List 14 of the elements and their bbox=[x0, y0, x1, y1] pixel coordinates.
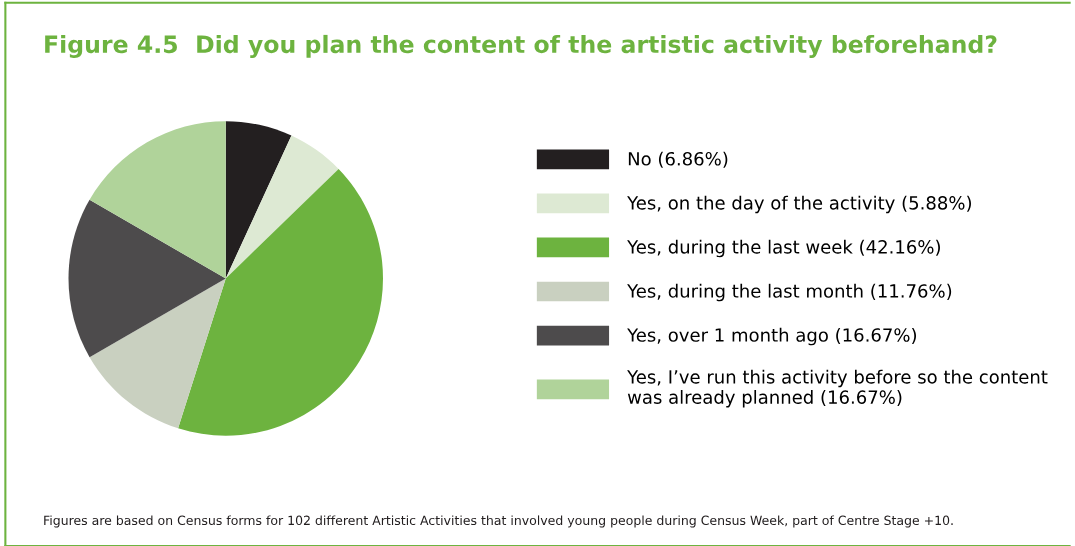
chart-title: Figure 4.5 Did you plan the content of the artistic activity beforehand? bbox=[45, 34, 997, 58]
legend-label: Yes, I’ve run this activity before so the content was already planned (16.67%) bbox=[627, 369, 1048, 408]
legend-label: No (6.86%) bbox=[628, 151, 728, 168]
pie-slice bbox=[89, 121, 226, 279]
pie-slice bbox=[178, 168, 383, 436]
legend-label: Yes, during the last month (11.76%) bbox=[627, 283, 952, 302]
legend-label: Yes, on the day of the activity (5.88%) bbox=[627, 195, 971, 214]
pie-slice bbox=[89, 278, 226, 429]
legend-label: Yes, over 1 month ago (16.67%) bbox=[627, 327, 917, 346]
legend-label: Yes, during the last week (42.16%) bbox=[627, 239, 940, 258]
pie-slice bbox=[68, 199, 226, 358]
text: Figures are based on Census forms for 102 different Artistic Activities that involved young people during Census Week, part of Centre Stage +10. bbox=[44, 515, 953, 528]
pie-slice bbox=[225, 135, 339, 279]
pie-slice bbox=[225, 121, 292, 279]
